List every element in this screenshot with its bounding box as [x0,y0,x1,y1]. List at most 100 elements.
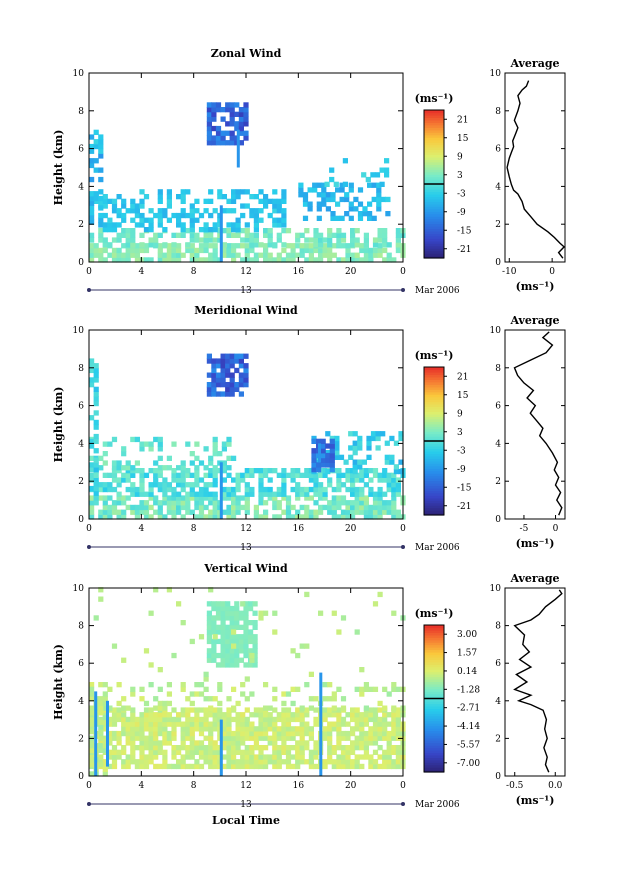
heatmap-cell [385,196,391,203]
colorbar-segment [424,764,444,768]
heatmap-cell [235,740,241,746]
heatmap-cell [244,486,250,493]
heatmap-cell [263,745,269,751]
heatmap-cell [121,500,127,506]
heatmap-cell [166,194,172,200]
heatmap-cell [318,491,324,497]
heatmap-cell [208,468,214,474]
profile-title: Average [509,572,559,585]
heatmap-cell [263,468,269,474]
heatmap-cell [98,495,104,501]
heatmap-cell [98,217,104,223]
heatmap-cell [304,712,310,718]
heatmap-cell [336,763,342,770]
colorbar-segment [424,666,444,670]
heatmap-cell [263,486,269,493]
heatmap-cell [157,730,163,737]
heatmap-cell [272,721,278,727]
heatmap-cell [345,763,351,770]
heatmap-cell [189,716,195,723]
heatmap-cell [367,215,373,221]
heatmap-cell [329,462,335,468]
heatmap-cell [157,700,163,707]
heatmap-cell [350,228,356,234]
heatmap-cell [206,620,212,626]
heatmap-cell [322,707,328,713]
heatmap-cell [157,257,163,263]
colorbar-segment [424,450,444,454]
heatmap-cell [143,504,150,511]
heatmap-cell [244,222,250,228]
heatmap-cell [345,500,351,506]
colorbar-segment [424,151,444,155]
profile-line [506,80,566,259]
heatmap-cell [157,198,163,204]
heatmap-cell [340,763,347,770]
heatmap-cell [234,111,240,117]
heatmap-cell [189,460,195,466]
heatmap-cell [330,215,336,221]
heatmap-cell [148,759,154,765]
heatmap-cell [238,377,244,383]
heatmap-cell [211,367,217,374]
heatmap-cell [139,482,145,488]
heatmap-cell [352,464,358,470]
heatmap-cell [382,504,388,511]
heatmap-cell [368,514,374,520]
heatmap-cell [229,140,235,146]
heatmap-cell [281,716,287,723]
heatmap-cell [211,111,217,117]
heatmap-cell [229,382,235,388]
profile-y-tick-label: 0 [495,772,501,782]
heatmap-cell [327,237,333,243]
heatmap-cell [212,500,218,506]
heatmap-cell [121,446,127,452]
heatmap-cell [382,763,388,770]
heatmap-cell [130,198,136,204]
heatmap-cell [171,749,177,755]
heatmap-cell [367,201,373,207]
y-tick-label: 0 [78,515,84,525]
heatmap-streak [219,462,223,519]
heatmap-cell [263,721,269,727]
heatmap-cell [322,726,328,732]
heatmap-cell [382,232,388,238]
heatmap-cell [249,712,255,718]
heatmap-cell [98,509,104,515]
heatmap-cell [98,759,104,765]
heatmap-cell [379,181,385,187]
profile-x-tick-label: -5 [520,524,529,534]
heatmap-cell [267,486,273,493]
heatmap-cell [336,629,342,635]
heatmap-cell [194,500,200,506]
heatmap-cell [134,759,140,765]
heatmap-cell [295,730,301,737]
heatmap-cell [107,705,113,711]
heatmap-cell [285,763,292,770]
heatmap-cell [238,140,244,146]
profile-y-tick-label: 2 [495,734,501,744]
heatmap-cell [340,721,347,727]
heatmap-cell [363,740,369,746]
heatmap-cell [395,763,401,770]
heatmap-cell [327,707,333,713]
heatmap-cell [107,763,113,770]
heatmap-cell [208,232,214,238]
heatmap-cell [263,194,269,200]
heatmap-cell [235,222,241,228]
heatmap-cell [116,682,122,688]
heatmap-cell [208,227,214,233]
heatmap-cell [313,486,319,493]
heatmap-cell [206,111,212,117]
heatmap-cell [225,391,231,397]
heatmap-cell [231,208,237,214]
colorbar-segment [424,117,444,121]
heatmap-cell [334,440,340,446]
heatmap-cell [231,222,237,228]
heatmap-cell [267,242,273,248]
heatmap-cell [322,237,328,243]
heatmap-cell [176,504,182,511]
profile-x-tick-label: 0.0 [548,781,563,791]
heatmap-cell [368,468,374,474]
colorbar-segment [424,201,444,205]
